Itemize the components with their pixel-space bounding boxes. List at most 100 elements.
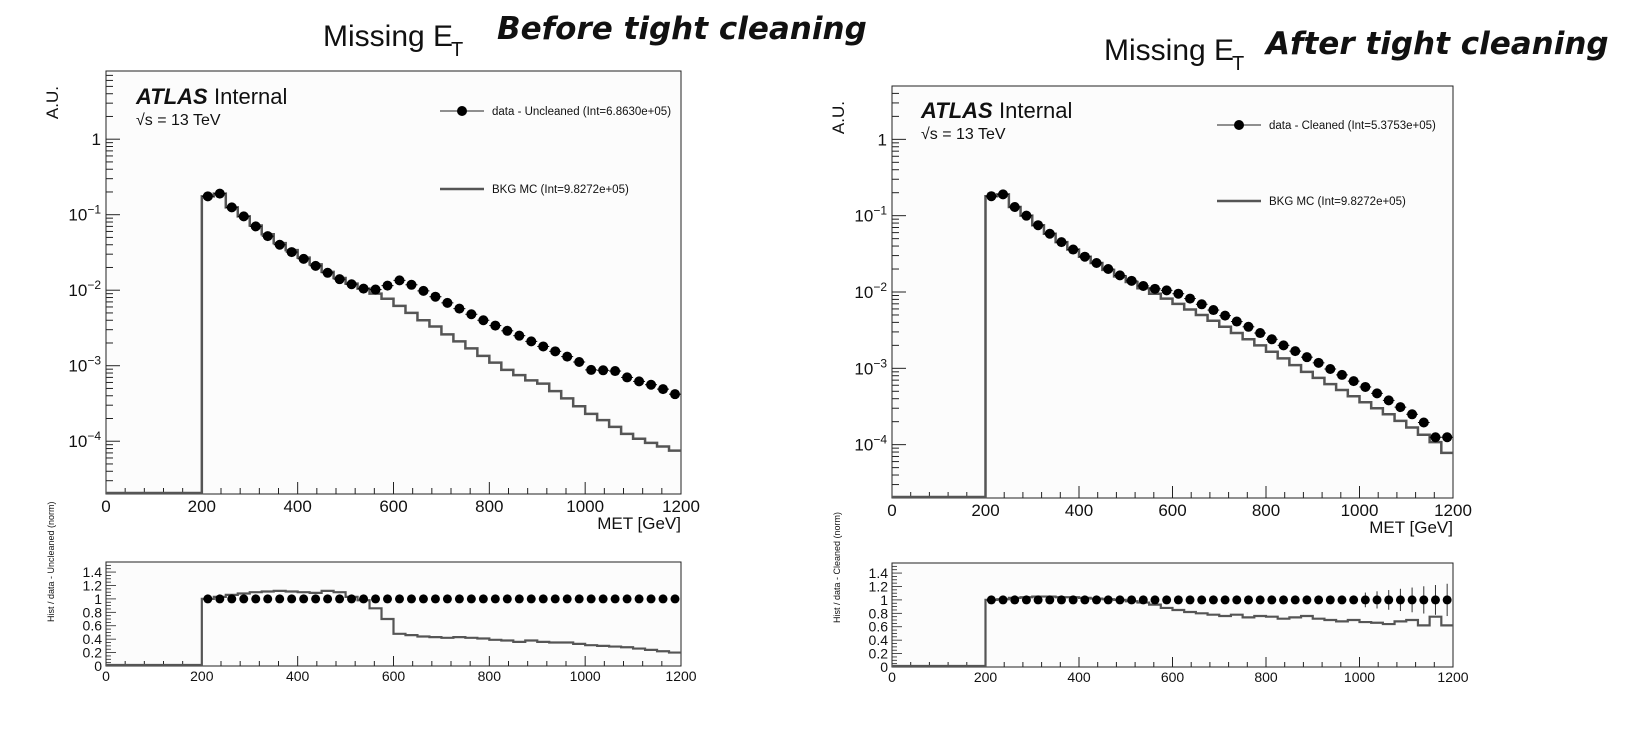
data-point <box>1220 310 1231 321</box>
energy-label: √s = 13 TeV <box>921 126 1006 143</box>
ratio-data-point <box>227 594 237 604</box>
x-tick-label: 200 <box>971 501 999 520</box>
chart-subtitle: Before tight cleaning <box>497 11 867 47</box>
ratio-data-point <box>1021 595 1031 605</box>
data-point <box>1395 402 1406 413</box>
data-point <box>394 275 405 286</box>
data-point <box>274 239 285 250</box>
ratio-data-point <box>394 594 404 604</box>
ratio-data-point <box>275 594 285 604</box>
y-tick-label: 10−4 <box>68 429 101 451</box>
data-point <box>1383 395 1394 406</box>
legend: data - Cleaned (Int=5.3753e+05) BKG MC (I… <box>1217 120 1436 208</box>
ratio-data-point <box>478 594 488 604</box>
ratio-y-tick-label: 1.2 <box>869 578 889 594</box>
atlas-label: ATLAS <box>135 84 208 109</box>
data-point <box>1091 257 1102 268</box>
legend-data-marker <box>1234 120 1244 130</box>
ratio-data-point <box>406 594 416 604</box>
data-point <box>418 285 429 296</box>
data-point <box>1442 432 1453 443</box>
ratio-data-point <box>634 594 644 604</box>
y-tick-exponent: −3 <box>87 354 101 368</box>
ratio-data-point <box>1103 595 1113 605</box>
data-point <box>1313 357 1324 368</box>
data-point <box>382 280 393 291</box>
chart-title-subscript: T <box>1232 53 1244 75</box>
ratio-x-tick-label: 600 <box>382 668 406 684</box>
ratio-data-point <box>1372 595 1382 605</box>
ratio-data-point <box>287 594 297 604</box>
ratio-data-point <box>263 594 273 604</box>
x-tick-label: 0 <box>887 501 896 520</box>
main-plot-frame <box>105 70 682 495</box>
y-tick-label: 10−3 <box>68 354 101 376</box>
ratio-data-point <box>359 594 369 604</box>
data-point <box>1138 280 1149 291</box>
data-point <box>622 372 633 383</box>
data-point <box>1056 237 1067 248</box>
ratio-panel: 0 200 400 600 800 1000 120000.20.40.60.811.21.… <box>832 512 1469 685</box>
data-point <box>1325 363 1336 374</box>
data-point <box>226 202 237 213</box>
data-point <box>1126 275 1137 286</box>
y-tick-exponent: −1 <box>87 203 101 217</box>
y-tick-label: 1 <box>878 130 887 149</box>
data-point <box>1278 340 1289 351</box>
ratio-data-point <box>1337 595 1347 605</box>
data-point <box>986 191 997 202</box>
ratio-data-point <box>622 594 632 604</box>
data-point <box>1348 376 1359 387</box>
x-tick-label: 400 <box>1065 501 1093 520</box>
data-point <box>658 384 669 395</box>
y-tick-label: 10−1 <box>68 203 101 225</box>
y-tick-label: 10−2 <box>68 278 101 300</box>
ratio-data-point <box>526 594 536 604</box>
ratio-data-point <box>1162 595 1172 605</box>
data-point <box>1336 369 1347 380</box>
ratio-data-point <box>203 594 213 604</box>
y-axis-label: A.U. <box>43 86 62 119</box>
data-point <box>538 341 549 352</box>
chart-title: Missing E <box>323 20 453 53</box>
ratio-data-point <box>1033 595 1043 605</box>
ratio-data-point <box>251 594 261 604</box>
ratio-data-point <box>1255 595 1265 605</box>
ratio-x-tick-label: 200 <box>974 669 998 685</box>
data-point <box>1068 244 1079 255</box>
data-point <box>646 379 657 390</box>
data-point <box>1021 210 1032 221</box>
atlas-status-label: Internal <box>214 84 287 109</box>
ratio-plot-frame <box>891 562 1454 668</box>
ratio-x-tick-label: 800 <box>478 668 502 684</box>
data-point <box>1255 328 1266 339</box>
ratio-y-tick-label: 1 <box>94 591 102 607</box>
data-point <box>610 366 621 377</box>
data-point <box>286 247 297 258</box>
data-point <box>406 279 417 290</box>
ratio-data-point <box>574 594 584 604</box>
y-tick-label: 10−4 <box>854 433 887 455</box>
ratio-data-point <box>986 595 996 605</box>
data-point <box>1114 270 1125 281</box>
ratio-x-tick-label: 400 <box>1067 669 1091 685</box>
legend-data-label: data - Uncleaned (Int=6.8630e+05) <box>492 106 671 118</box>
ratio-y-tick-label: 0.6 <box>83 618 103 634</box>
x-tick-label: 0 <box>101 497 110 516</box>
data-point <box>634 376 645 387</box>
data-point <box>1185 293 1196 304</box>
ratio-data-point <box>1384 595 1394 605</box>
ratio-x-tick-label: 1000 <box>1344 669 1375 685</box>
data-point <box>202 191 213 202</box>
ratio-x-tick-label: 400 <box>286 668 310 684</box>
data-point <box>514 330 525 341</box>
mc-histogram-line <box>892 193 1453 499</box>
data-point <box>1103 264 1114 275</box>
x-axis-ticks: 0 200 400 600 800 1000 1200 <box>101 482 700 516</box>
ratio-x-tick-label: 800 <box>1254 669 1278 685</box>
data-point <box>502 325 513 336</box>
y-tick-label: 10−1 <box>854 204 887 226</box>
ratio-data-point <box>1442 595 1452 605</box>
chart-panel-after: Missing ET After tight cleaning 0 200 400 600… <box>829 26 1609 685</box>
ratio-data-point <box>490 594 500 604</box>
